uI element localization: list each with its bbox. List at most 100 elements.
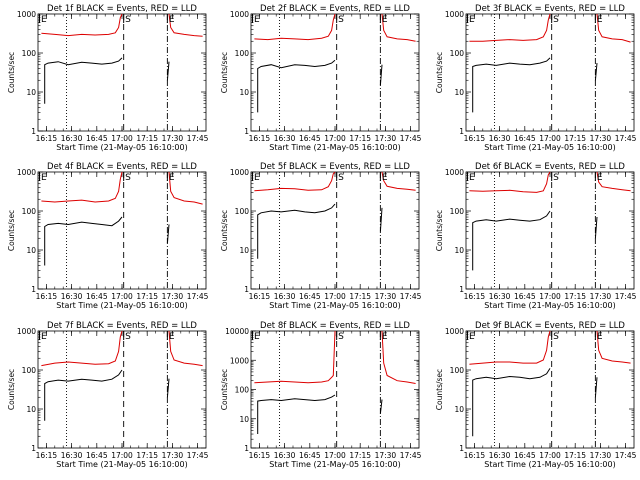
marker-label: E bbox=[382, 332, 388, 342]
x-tick-label: 16:45 bbox=[514, 451, 536, 460]
y-tick-label: 10 bbox=[239, 415, 249, 424]
panel-title: Det 4f BLACK = Events, RED = LLD bbox=[47, 162, 197, 172]
series-lld bbox=[41, 330, 123, 367]
x-tick-label: 17:30 bbox=[590, 292, 612, 301]
x-tick-label: 17:45 bbox=[400, 451, 422, 460]
series-events bbox=[472, 57, 551, 113]
series-lld bbox=[596, 13, 631, 43]
series-events bbox=[166, 61, 170, 81]
panel-7: Det 7f BLACK = Events, RED = LLD 1 10 100 10… bbox=[7, 321, 209, 469]
x-axis-label: Start Time (21-May-05 16:10:00) bbox=[484, 460, 615, 469]
x-tick-label: 17:45 bbox=[615, 292, 637, 301]
x-tick-label: 17:00 bbox=[111, 134, 133, 143]
x-tick-label: 16:45 bbox=[299, 451, 321, 460]
y-tick-label: 100 bbox=[450, 49, 465, 58]
series-events bbox=[166, 224, 170, 244]
x-axis-label: Start Time (21-May-05 16:10:00) bbox=[56, 143, 187, 152]
marker-label: E bbox=[597, 173, 603, 183]
panel-title: Det 1f BLACK = Events, RED = LLD bbox=[47, 4, 197, 14]
y-tick-label: 100 bbox=[22, 366, 37, 375]
y-tick-label: 1 bbox=[31, 127, 36, 136]
y-tick-label: 10 bbox=[454, 405, 464, 414]
x-tick-label: 16:15 bbox=[464, 451, 486, 460]
panel-1: Det 1f BLACK = Events, RED = LLD 1 10 100 10… bbox=[7, 4, 209, 152]
x-tick-label: 16:15 bbox=[36, 451, 58, 460]
panel-5: Det 5f BLACK = Events, RED = LLD 1 10 100 10… bbox=[220, 162, 422, 310]
x-tick-label: 16:45 bbox=[86, 134, 108, 143]
y-tick-label: 10 bbox=[26, 246, 36, 255]
x-axis-label: Start Time (21-May-05 16:10:00) bbox=[56, 301, 187, 310]
marker-label: S bbox=[125, 173, 131, 183]
y-tick-label: 10000 bbox=[225, 327, 249, 336]
y-axis-label: Counts/sec bbox=[7, 210, 16, 251]
x-tick-label: 17:00 bbox=[324, 451, 346, 460]
y-tick-label: 1000 bbox=[230, 168, 249, 177]
series-events bbox=[594, 216, 598, 239]
y-tick-label: 1 bbox=[31, 285, 36, 294]
y-tick-label: 1 bbox=[459, 444, 464, 453]
series-lld bbox=[168, 330, 203, 367]
x-tick-label: 17:15 bbox=[349, 292, 371, 301]
x-tick-label: 16:15 bbox=[36, 134, 58, 143]
x-axis-label: Start Time (21-May-05 16:10:00) bbox=[269, 460, 400, 469]
plot-frame bbox=[465, 171, 635, 290]
marker-label: E bbox=[469, 15, 475, 25]
series-lld bbox=[41, 13, 123, 37]
y-axis-label: Counts/sec bbox=[7, 52, 16, 93]
x-tick-label: 16:45 bbox=[86, 451, 108, 460]
y-axis-label: Counts/sec bbox=[220, 210, 229, 251]
marker-label: S bbox=[125, 15, 131, 25]
y-tick-label: 10 bbox=[454, 88, 464, 97]
y-tick-label: 10 bbox=[454, 246, 464, 255]
series-lld bbox=[168, 171, 203, 205]
series-lld bbox=[381, 171, 416, 191]
x-tick-label: 16:30 bbox=[274, 134, 296, 143]
x-tick-label: 16:45 bbox=[86, 292, 108, 301]
series-events bbox=[379, 399, 383, 414]
y-tick-label: 1 bbox=[244, 285, 249, 294]
y-tick-label: 1 bbox=[459, 285, 464, 294]
series-lld bbox=[469, 330, 551, 365]
x-axis-label: Start Time (21-May-05 16:10:00) bbox=[484, 143, 615, 152]
y-tick-label: 100 bbox=[22, 49, 37, 58]
series-events bbox=[257, 203, 336, 259]
panel-2: Det 2f BLACK = Events, RED = LLD 1 10 100 10… bbox=[220, 4, 422, 152]
y-axis-label: Counts/sec bbox=[220, 369, 229, 410]
marker-label: S bbox=[553, 15, 559, 25]
y-axis-label: Counts/sec bbox=[7, 369, 16, 410]
panel-6: Det 6f BLACK = Events, RED = LLD 1 10 100 10… bbox=[435, 162, 637, 310]
plot-frame bbox=[465, 13, 635, 132]
series-events bbox=[166, 378, 170, 398]
panel-9: Det 9f BLACK = Events, RED = LLD 1 10 100 10… bbox=[435, 321, 637, 469]
y-tick-label: 1 bbox=[31, 444, 36, 453]
x-tick-label: 17:30 bbox=[162, 134, 184, 143]
x-axis-label: Start Time (21-May-05 16:10:00) bbox=[56, 460, 187, 469]
x-tick-label: 17:30 bbox=[590, 134, 612, 143]
x-tick-label: 16:15 bbox=[249, 292, 271, 301]
marker-label: S bbox=[338, 15, 344, 25]
series-events bbox=[44, 57, 123, 104]
y-tick-label: 100 bbox=[235, 386, 250, 395]
marker-label: E bbox=[254, 15, 260, 25]
y-tick-label: 100 bbox=[235, 207, 250, 216]
marker-label: S bbox=[338, 173, 344, 183]
series-events bbox=[594, 63, 598, 81]
y-tick-label: 1000 bbox=[230, 10, 249, 19]
x-axis-label: Start Time (21-May-05 16:10:00) bbox=[484, 301, 615, 310]
y-tick-label: 10 bbox=[26, 405, 36, 414]
series-events bbox=[379, 207, 383, 232]
x-tick-label: 16:30 bbox=[61, 451, 83, 460]
y-tick-label: 1000 bbox=[445, 327, 464, 336]
series-events bbox=[44, 369, 123, 421]
series-events bbox=[257, 59, 336, 113]
marker-label: E bbox=[41, 173, 47, 183]
y-tick-label: 10 bbox=[239, 88, 249, 97]
x-tick-label: 16:15 bbox=[464, 292, 486, 301]
y-axis-label: Counts/sec bbox=[220, 52, 229, 93]
x-tick-label: 17:15 bbox=[136, 292, 158, 301]
x-tick-label: 17:30 bbox=[375, 292, 397, 301]
series-events bbox=[472, 210, 551, 271]
series-events bbox=[257, 394, 336, 434]
marker-label: E bbox=[254, 332, 260, 342]
